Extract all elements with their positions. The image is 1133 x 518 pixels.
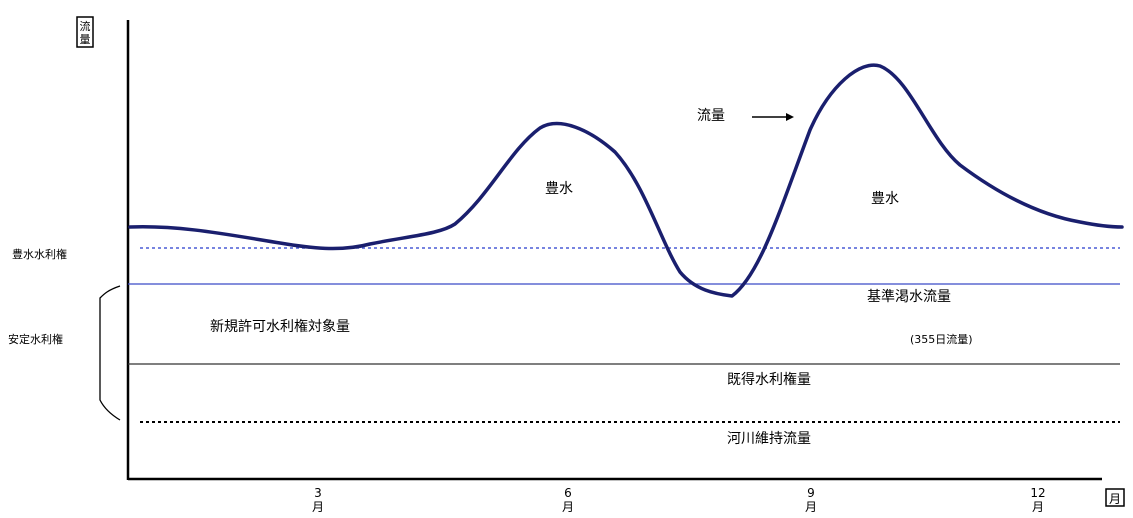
svg-text:9: 9 [807, 486, 815, 500]
x-axis-unit: 月 [1105, 488, 1125, 507]
new-permit-label: 新規許可水利権対象量 [210, 318, 350, 335]
y-axis-label-char: 流 [80, 19, 91, 33]
svg-text:6: 6 [564, 486, 572, 500]
reference-drought-note: (355日流量) [910, 332, 973, 346]
svg-text:月: 月 [312, 500, 324, 514]
stable-rights-label: 安定水利権 [8, 332, 63, 346]
svg-text:月: 月 [1109, 492, 1121, 506]
svg-text:月: 月 [805, 500, 817, 514]
month-tick-12: 12 月 [1030, 486, 1045, 514]
y-axis-label-char: 量 [80, 33, 91, 46]
month-tick-6: 6 月 [562, 486, 574, 514]
flow-label: 流量 [697, 108, 794, 124]
svg-text:月: 月 [562, 500, 574, 514]
surplus-label-2: 豊水 [871, 191, 899, 207]
month-tick-3: 3 月 [312, 486, 324, 514]
reference-drought-flow-label: 基準渇水流量 [867, 288, 951, 305]
svg-text:12: 12 [1030, 486, 1045, 500]
flow-curve [128, 63, 1124, 298]
existing-rights-label: 既得水利権量 [727, 371, 811, 388]
y-axis-label: 流 量 [76, 16, 94, 48]
surplus-rights-label: 豊水水利権 [12, 247, 67, 261]
maintenance-flow-label: 河川維持流量 [727, 431, 811, 447]
surplus-label-1: 豊水 [545, 181, 573, 197]
svg-text:月: 月 [1032, 500, 1044, 514]
month-tick-9: 9 月 [805, 486, 817, 514]
stable-rights-bracket [99, 285, 121, 421]
svg-text:流量: 流量 [697, 108, 725, 124]
svg-text:3: 3 [314, 486, 322, 500]
